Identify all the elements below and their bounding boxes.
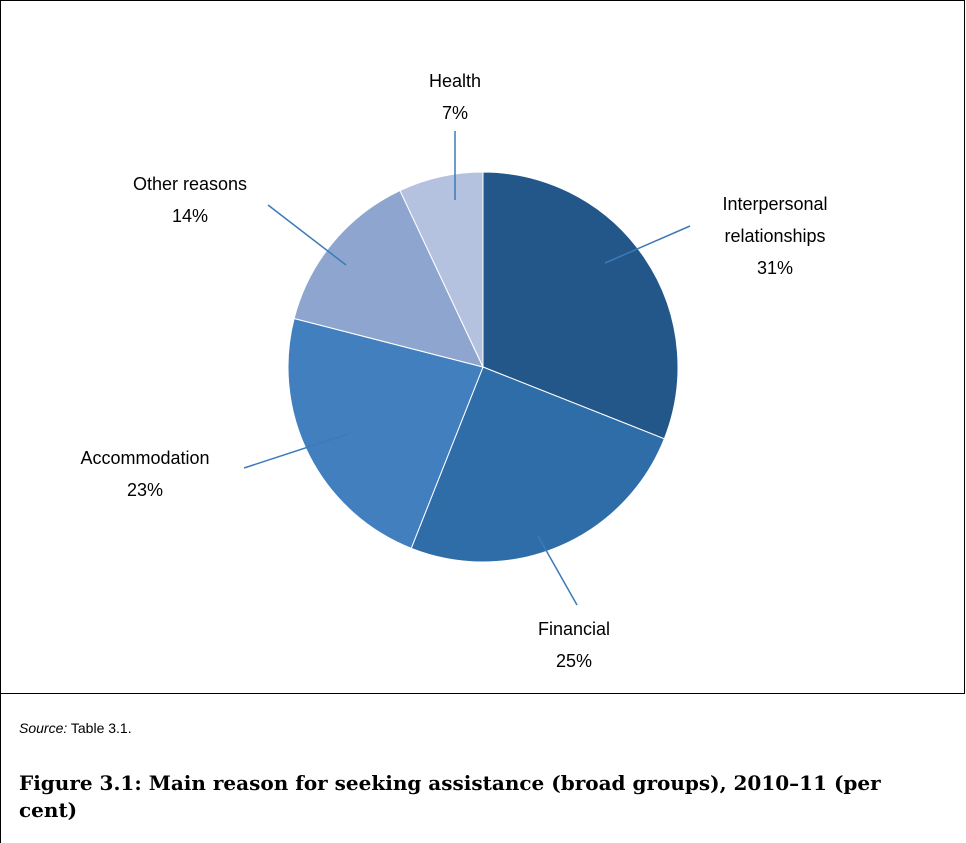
- slice-label-3: Accommodation 23%: [80, 448, 209, 500]
- slice-value-label: 23%: [127, 480, 163, 500]
- pie-slice-3: [287, 317, 484, 549]
- slice-value-label: 14%: [172, 206, 208, 226]
- pie-slice-5: [399, 171, 484, 368]
- pie-slice-1: [482, 171, 679, 440]
- slice-category-label: relationships: [724, 226, 825, 246]
- slice-labels: Interpersonal relationships 31% Financial 25…: [80, 71, 827, 671]
- slice-category-label: Financial: [538, 619, 610, 639]
- leader-lines: [243, 131, 691, 606]
- slice-label-2: Financial 25%: [538, 619, 610, 671]
- source-note: Source: Table 3.1.: [19, 720, 132, 736]
- slice-label-5: Health 7%: [429, 71, 481, 123]
- slice-category-label: Health: [429, 71, 481, 91]
- slice-value-label: 25%: [556, 651, 592, 671]
- leader-line-4: [267, 204, 347, 266]
- leader-line-2: [537, 535, 578, 606]
- slice-value-label: 7%: [442, 103, 468, 123]
- pie-slice-4: [293, 189, 484, 368]
- pie-chart: Interpersonal relationships 31% Financial 25…: [80, 71, 827, 671]
- source-text: Table 3.1.: [67, 720, 132, 736]
- slice-label-4: Other reasons 14%: [133, 174, 247, 226]
- pie-slices: [287, 171, 679, 563]
- frame-top-border: [0, 0, 964, 1]
- leader-line-1: [604, 225, 691, 264]
- source-prefix: Source:: [19, 720, 68, 736]
- pie-slice-2: [410, 366, 665, 563]
- slice-label-1: Interpersonal relationships 31%: [722, 194, 827, 278]
- frame-left-border: [0, 0, 1, 843]
- frame-bottom-border: [0, 693, 965, 694]
- frame-right-border: [964, 0, 965, 694]
- slice-category-label: Accommodation: [80, 448, 209, 468]
- figure-caption: Figure 3.1: Main reason for seeking assi…: [19, 771, 881, 822]
- slice-category-label: Other reasons: [133, 174, 247, 194]
- leader-line-3: [243, 433, 349, 469]
- slice-category-label: Interpersonal: [722, 194, 827, 214]
- slice-value-label: 31%: [757, 258, 793, 278]
